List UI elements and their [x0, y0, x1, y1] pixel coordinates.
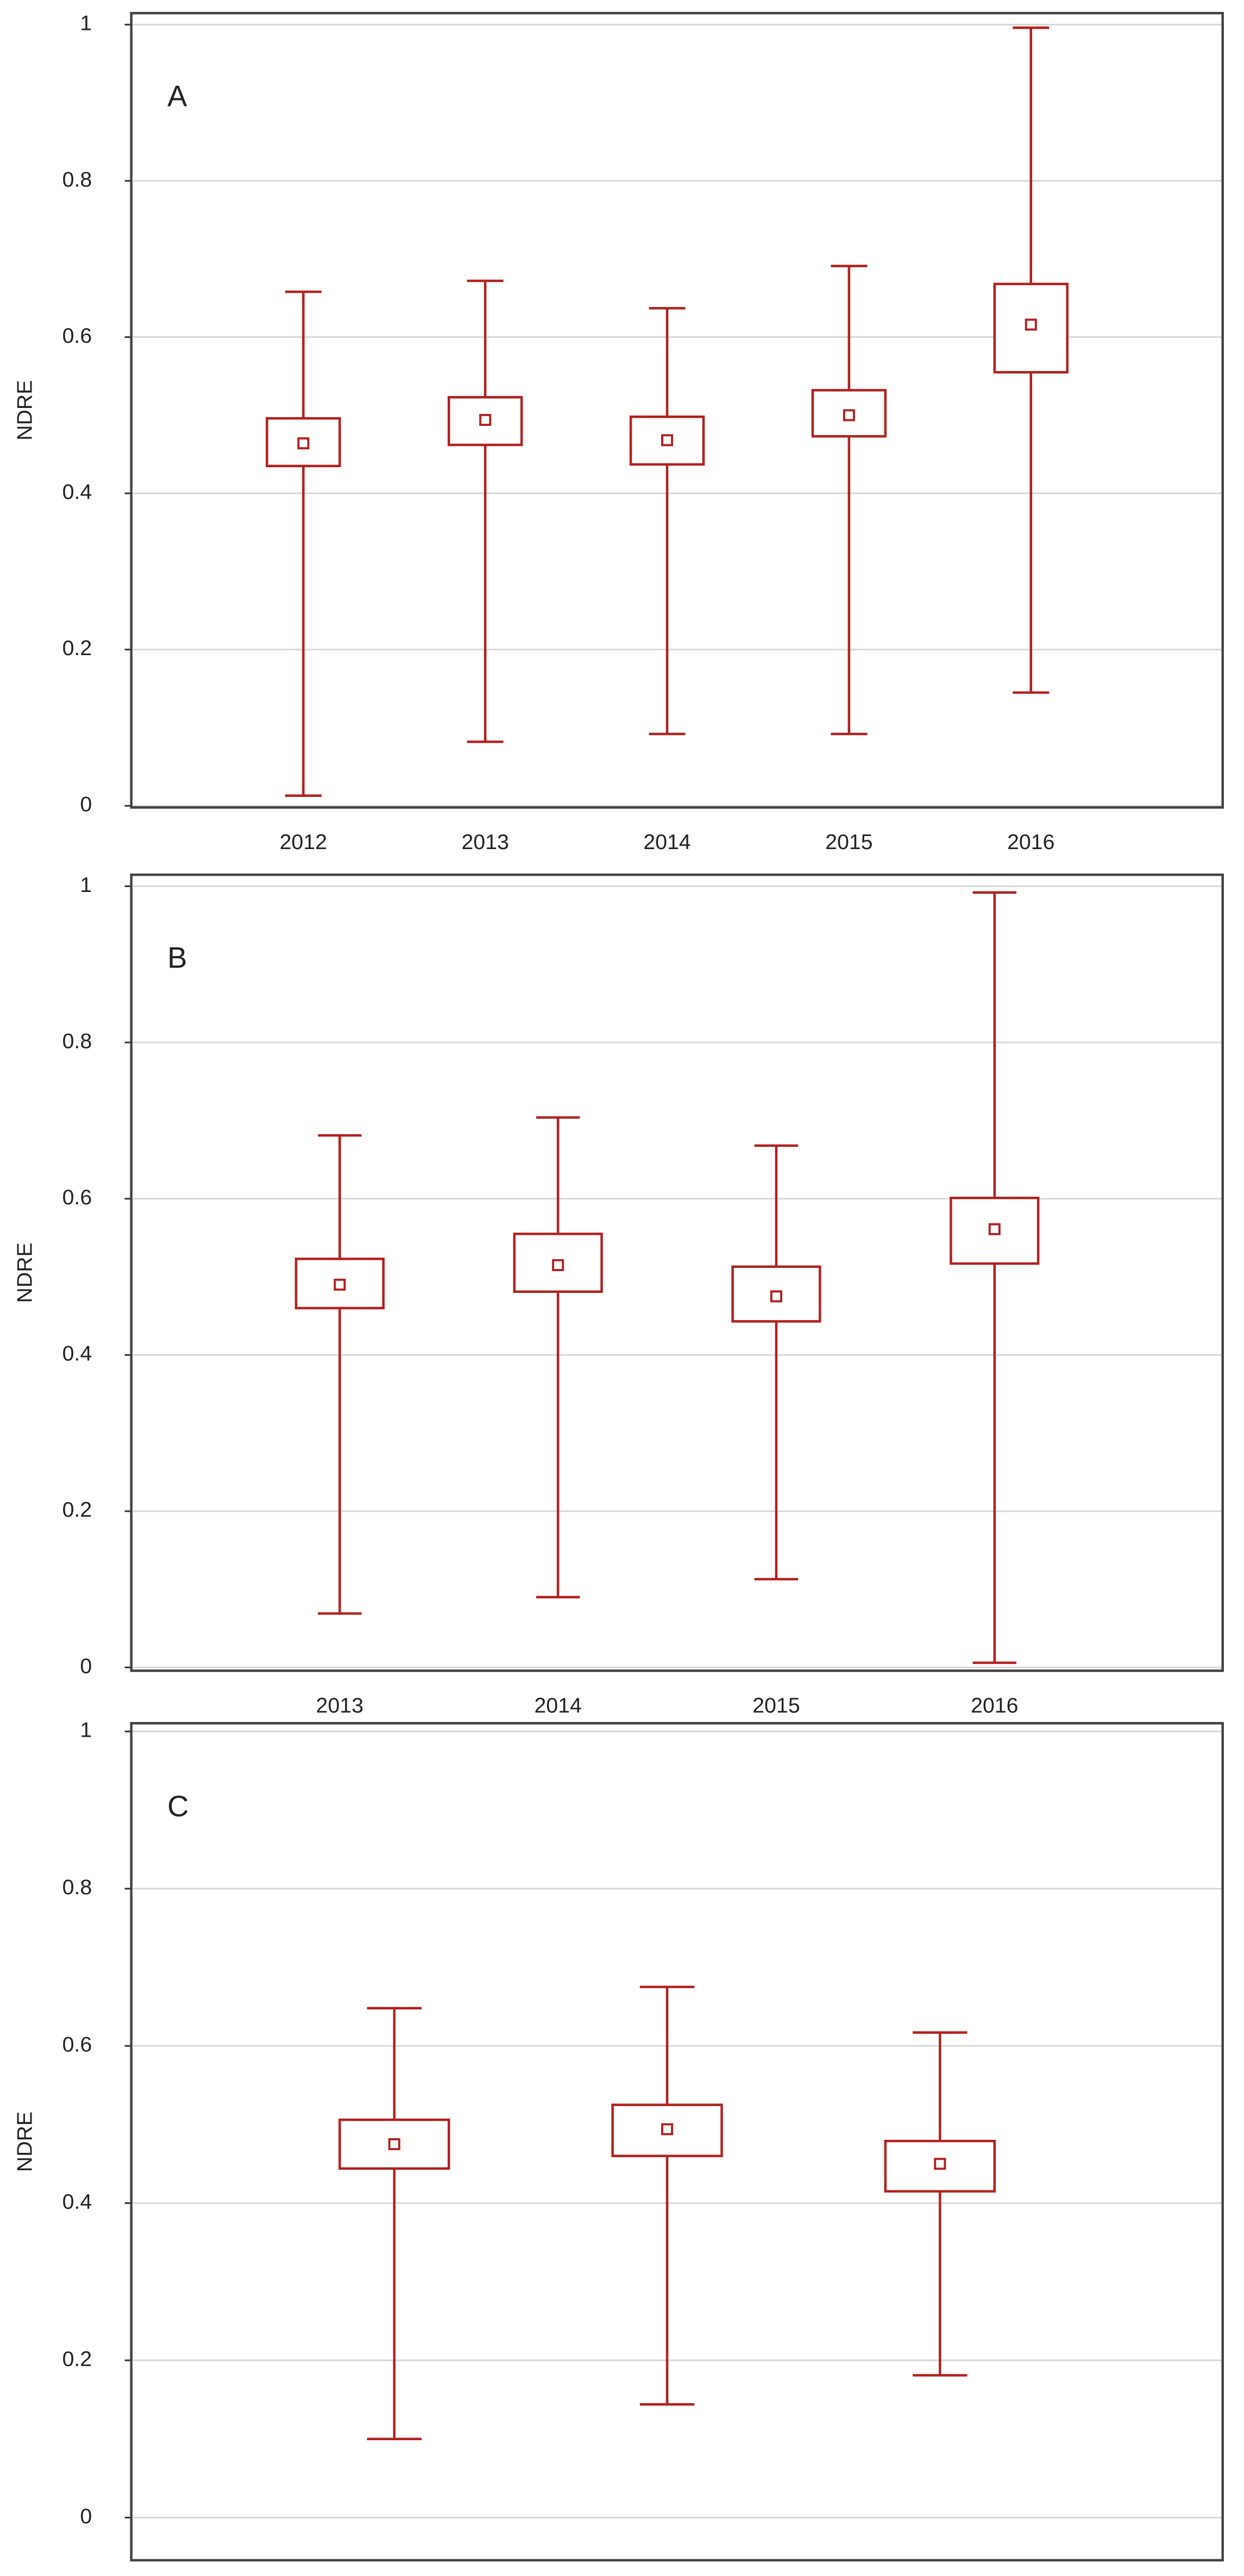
box: [629, 415, 705, 466]
median-point: [334, 1278, 346, 1291]
median-point: [388, 2138, 400, 2151]
median-point: [843, 409, 855, 422]
median-point: [988, 1223, 1001, 1235]
y-tick-label: 0.4: [62, 480, 92, 504]
box: [884, 2140, 996, 2193]
median-point: [661, 2123, 674, 2135]
x-tick-label: 2013: [462, 830, 509, 854]
y-tick-label: 0.4: [62, 1342, 92, 1366]
y-tick-label: 0.8: [62, 167, 92, 191]
y-tick-label: 0.8: [62, 1875, 92, 1899]
y-tick-label: 0: [80, 1654, 92, 1678]
median-point: [479, 413, 492, 426]
plot-frame: [130, 11, 1224, 809]
x-tick-label: 2012: [280, 830, 327, 854]
x-tick-label: 2014: [643, 830, 690, 854]
x-tick-label: 2016: [971, 1693, 1018, 1717]
x-tick-label: 2016: [1007, 830, 1054, 854]
x-tick-label: 2013: [316, 1693, 363, 1717]
median-point: [770, 1290, 783, 1303]
y-axis-label: NDRE: [13, 1242, 37, 1303]
y-tick-label: 0.2: [62, 1498, 92, 1522]
x-tick-label: 2014: [534, 1693, 581, 1717]
panel-label: A: [167, 80, 187, 113]
y-tick-label: 0.4: [62, 2190, 92, 2214]
median-point: [297, 437, 310, 450]
panel-label: C: [167, 1790, 189, 1823]
box: [811, 389, 887, 438]
median-point: [934, 2158, 946, 2170]
y-tick-label: 1: [80, 1718, 92, 1742]
y-tick-label: 0: [80, 2504, 92, 2528]
y-tick-label: 0.2: [62, 2347, 92, 2371]
x-tick-label: 2015: [825, 830, 872, 854]
y-axis-label: NDRE: [13, 2112, 37, 2172]
y-axis-label: NDRE: [13, 380, 37, 441]
y-tick-label: 0.6: [62, 324, 92, 348]
median-point: [661, 434, 674, 447]
y-tick-label: 0.8: [62, 1029, 92, 1053]
x-tick-label: 2015: [752, 1693, 800, 1717]
plot-frame: [130, 1721, 1224, 2562]
y-tick-label: 1: [80, 11, 92, 35]
y-tick-label: 0.6: [62, 2033, 92, 2057]
median-point: [552, 1259, 564, 1271]
y-tick-label: 0.2: [62, 636, 92, 660]
median-point: [1025, 318, 1037, 331]
panel-label: B: [167, 941, 187, 975]
plot-frame: [130, 874, 1224, 1672]
y-tick-label: 0: [80, 793, 92, 816]
y-tick-label: 0.6: [62, 1185, 92, 1209]
y-tick-label: 1: [80, 873, 92, 897]
